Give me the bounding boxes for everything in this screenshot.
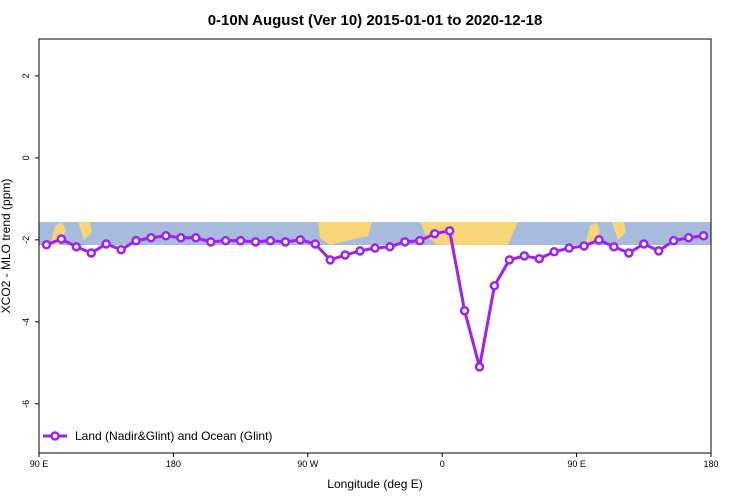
data-point	[295, 235, 306, 245]
data-point	[504, 255, 515, 265]
data-point	[191, 233, 201, 243]
data-point	[579, 241, 589, 251]
data-point	[310, 239, 321, 249]
data-point	[370, 243, 380, 253]
data-point	[355, 246, 365, 256]
x-tick-label: 0	[440, 459, 445, 469]
data-point	[444, 226, 455, 236]
data-point	[71, 242, 82, 252]
data-point	[116, 244, 126, 255]
x-tick-label: 90 E	[30, 459, 49, 469]
x-axis-label: Longitude (deg E)	[327, 477, 422, 491]
legend-label: Land (Nadir&Glint) and Ocean (Glint)	[75, 429, 272, 443]
data-point	[698, 231, 709, 241]
data-point	[86, 248, 97, 258]
data-point	[534, 253, 545, 264]
y-tick-label: -2	[21, 236, 31, 244]
y-tick-label: -4	[21, 318, 31, 326]
legend-marker	[50, 431, 60, 441]
data-point	[220, 235, 231, 246]
data-point	[429, 228, 440, 239]
data-point	[474, 362, 485, 372]
data-point	[41, 240, 52, 250]
data-point	[340, 250, 350, 260]
data-point	[235, 235, 246, 246]
x-tick-label: 90 W	[297, 459, 319, 469]
plot-frame	[38, 38, 712, 454]
data-point	[653, 246, 664, 256]
data-point	[519, 251, 530, 261]
data-point	[265, 235, 276, 246]
data-point	[489, 281, 500, 291]
data-point	[594, 235, 604, 245]
data-point	[176, 233, 186, 243]
y-tick-label: 0	[21, 155, 31, 160]
data-point	[415, 235, 425, 246]
data-point	[325, 255, 335, 265]
y-tick-label: -6	[21, 400, 31, 408]
data-point	[56, 234, 67, 244]
data-point	[549, 246, 559, 257]
data-point	[146, 233, 156, 243]
data-point	[101, 239, 111, 249]
data-point	[385, 242, 395, 252]
x-tick-label: 90 E	[567, 459, 586, 469]
x-tick-label: 180	[703, 459, 718, 469]
data-point	[609, 242, 619, 252]
data-point	[250, 237, 261, 247]
data-point	[668, 235, 679, 246]
y-tick-label: 2	[21, 73, 31, 78]
data-point	[161, 231, 171, 241]
data-point	[280, 237, 291, 247]
data-point	[624, 248, 634, 258]
data-point	[400, 237, 410, 247]
data-point	[683, 233, 694, 243]
x-tick-label: 180	[166, 459, 181, 469]
data-point	[639, 239, 649, 249]
data-point	[564, 243, 574, 253]
data-point	[459, 306, 470, 316]
chart-title: 0-10N August (Ver 10) 2015-01-01 to 2020…	[208, 12, 543, 29]
data-point	[131, 235, 141, 246]
y-axis-label: XCO2 - MLO trend (ppm)	[0, 179, 13, 314]
data-point	[205, 237, 216, 247]
